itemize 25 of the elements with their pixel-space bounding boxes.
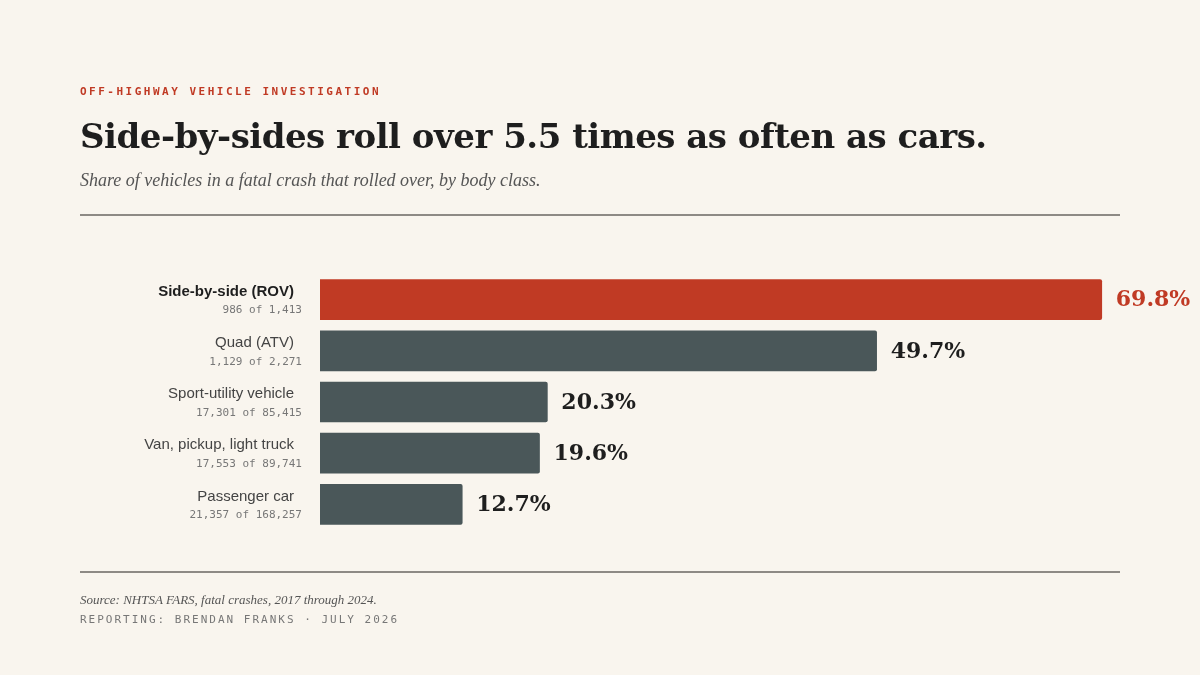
y-tick-label: Sport-utility vehicle	[168, 384, 294, 402]
bar	[320, 279, 1103, 320]
bar	[320, 330, 877, 372]
text: 986 of 1,413	[222, 303, 302, 317]
text: 17,553 of 89,741	[196, 457, 302, 471]
data-label: 69.8%	[1115, 285, 1191, 312]
bar	[320, 484, 463, 525]
y-tick-label: Side-by-side (ROV)	[158, 281, 294, 299]
text: 1,129 of 2,271	[209, 354, 302, 368]
data-label: 12.7%	[476, 490, 551, 517]
data-label: 19.6%	[553, 438, 629, 465]
data-label: 20.3%	[561, 387, 636, 414]
bar	[320, 381, 548, 423]
y-tick-label: Van, pickup, light truck	[144, 435, 295, 453]
y-tick-label: Passenger car	[197, 486, 294, 504]
text: OFF-HIGHWAY VEHICLE INVESTIGATION	[80, 85, 382, 98]
y-tick-label: Quad (ATV)	[215, 332, 294, 350]
bar	[320, 432, 540, 474]
source-note: Source: NHTSA FARS, fatal crashes, 2017 through 2024.	[80, 592, 377, 608]
text: REPORTING: BRENDAN FRANKS · JULY 2026	[80, 613, 400, 626]
data-label: 49.7%	[890, 336, 966, 363]
text: 17,301 of 85,415	[196, 405, 302, 419]
chart-subtitle: Share of vehicles in a fatal crash that rolled over, by body class.	[80, 170, 541, 191]
chart-title: Side-by-sides roll over 5.5 times as often as cars.	[80, 116, 987, 156]
text: 21,357 of 168,257	[189, 508, 302, 522]
